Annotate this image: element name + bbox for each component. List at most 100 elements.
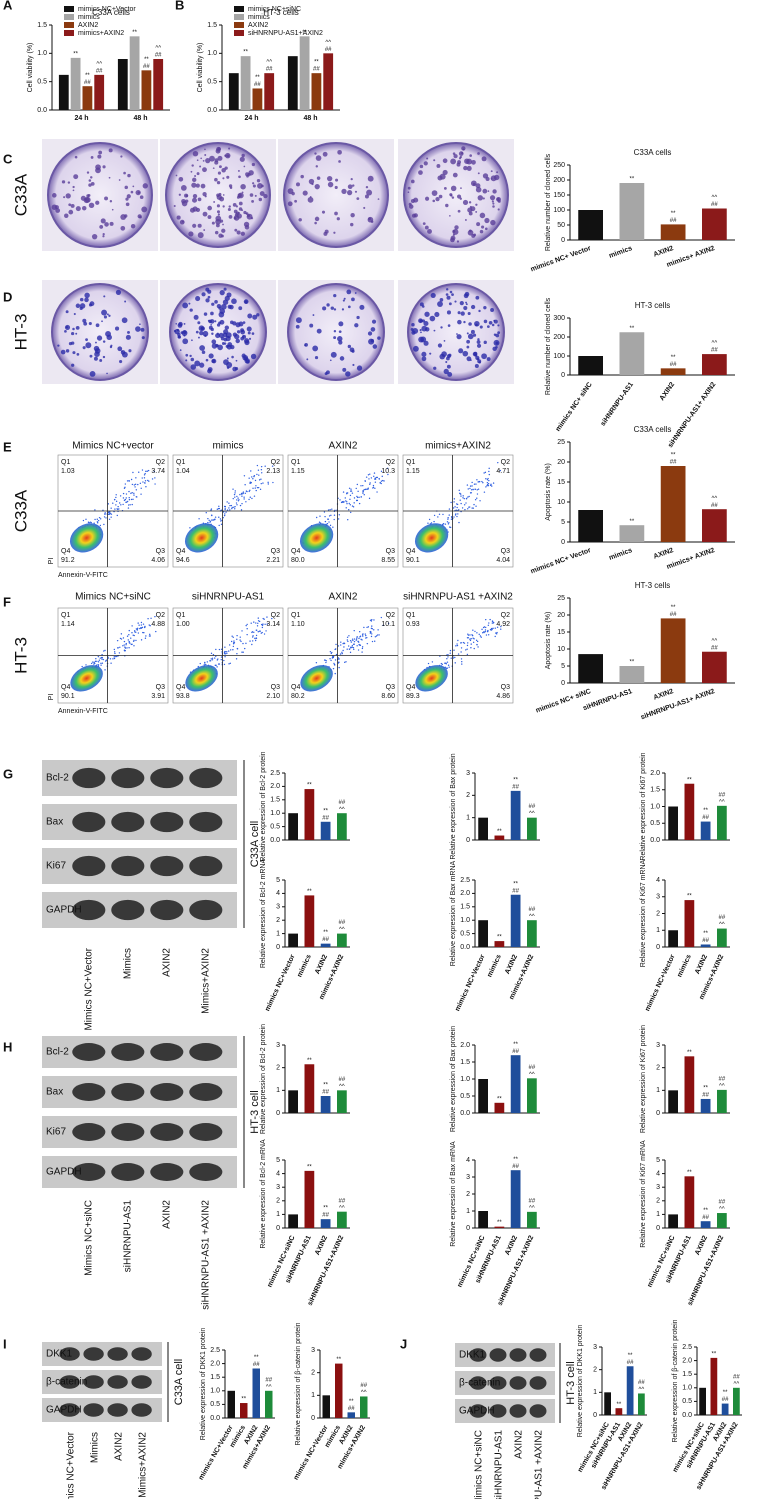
colony	[493, 319, 496, 322]
blot-band	[111, 1123, 145, 1141]
y-tick-label: 1.5	[460, 1059, 470, 1066]
event	[486, 484, 489, 486]
event	[376, 476, 379, 479]
y-tick-label: 1.5	[650, 787, 660, 794]
event	[244, 484, 246, 486]
event	[101, 658, 103, 660]
lane-label: Mimics+AXIN2	[137, 1432, 148, 1498]
colony	[194, 360, 201, 367]
colony	[333, 329, 337, 333]
bar	[129, 36, 140, 111]
event	[134, 483, 137, 486]
colony	[443, 340, 446, 342]
bar	[578, 654, 603, 683]
y-tick-label: 10	[557, 499, 565, 506]
event	[234, 490, 236, 492]
colony	[481, 156, 487, 162]
event	[110, 516, 112, 518]
blot-band	[189, 1083, 223, 1101]
event	[255, 622, 257, 624]
colony	[314, 221, 317, 225]
panel-letter: E	[3, 439, 12, 454]
event	[255, 634, 258, 637]
bar	[668, 806, 678, 840]
event	[374, 481, 377, 483]
colony	[424, 225, 429, 230]
colony	[96, 335, 103, 341]
colony	[232, 203, 237, 207]
significance: ^^	[339, 1084, 345, 1090]
event	[229, 649, 232, 651]
event	[466, 648, 468, 650]
quadrant-name: Q4	[406, 684, 415, 691]
event	[449, 652, 451, 654]
event	[143, 477, 146, 479]
significance: **	[307, 1164, 312, 1170]
colony	[175, 174, 178, 177]
event	[94, 509, 96, 511]
event	[236, 653, 238, 655]
event	[360, 496, 362, 498]
colony	[350, 222, 354, 227]
event	[345, 661, 347, 663]
event	[254, 487, 256, 489]
event	[135, 639, 137, 642]
event	[144, 637, 147, 639]
event	[139, 482, 142, 485]
event	[344, 497, 346, 499]
x-tick-label: AXIN2	[653, 245, 675, 259]
colony	[90, 176, 93, 179]
event	[383, 480, 385, 482]
event	[485, 478, 487, 480]
significance: ##	[711, 202, 718, 208]
significance: **	[73, 51, 78, 57]
quadrant-value: 94.6	[176, 557, 190, 564]
event	[103, 516, 106, 518]
colony	[196, 159, 199, 162]
event	[130, 478, 133, 481]
bar	[527, 1211, 537, 1228]
event	[358, 637, 360, 640]
event	[224, 505, 227, 508]
quadrant-value: 1.15	[291, 468, 305, 475]
event	[500, 628, 502, 630]
event	[151, 478, 154, 480]
event	[242, 642, 244, 645]
significance: **	[144, 57, 149, 63]
colony	[90, 156, 94, 159]
colony	[214, 230, 219, 235]
event	[112, 502, 114, 504]
event	[370, 635, 373, 638]
quadrant-name: Q3	[271, 684, 280, 691]
colony	[475, 323, 478, 327]
significance: **	[85, 73, 90, 79]
event	[128, 499, 131, 501]
bar	[668, 1090, 678, 1113]
x-tick-label: mimics	[676, 954, 693, 979]
colony	[192, 223, 197, 228]
colony	[238, 201, 243, 206]
colony	[420, 331, 422, 334]
colony	[337, 150, 342, 155]
event	[250, 622, 252, 624]
y-tick-label: 2.5	[270, 770, 280, 777]
event	[129, 642, 131, 644]
event	[101, 662, 104, 664]
colony	[213, 201, 216, 203]
event	[494, 635, 496, 638]
plot-label: siHNRNPU-AS1 +AXIN2	[403, 592, 513, 603]
chart-title: HT-3 cells	[263, 8, 299, 17]
event	[110, 513, 113, 515]
significance: ##	[339, 920, 346, 926]
blot-band	[72, 899, 106, 921]
colony	[141, 206, 148, 213]
colony	[457, 319, 462, 325]
colony	[249, 193, 254, 197]
colony	[467, 207, 473, 213]
event	[113, 656, 115, 658]
significance: ##	[322, 815, 329, 821]
colony	[363, 206, 366, 210]
significance: **	[323, 1206, 328, 1212]
significance: **	[497, 829, 502, 835]
colony	[175, 322, 178, 325]
